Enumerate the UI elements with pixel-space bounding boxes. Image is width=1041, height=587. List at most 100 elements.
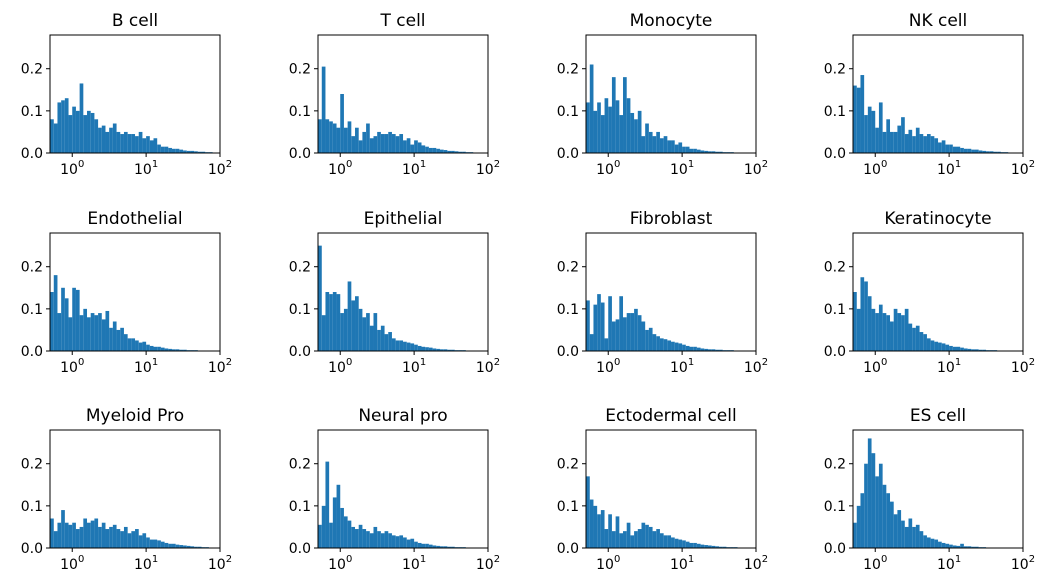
histogram-bar [960,543,964,548]
histogram-bar [626,98,631,153]
histogram-bar [652,334,657,351]
histogram-bar [421,346,426,351]
histogram-bar [960,347,964,351]
histogram-bar [715,349,720,351]
histogram-bar [875,127,879,153]
histogram-bar [421,543,426,548]
x-tick-label: 102 [744,159,768,178]
histogram-bar [351,300,356,351]
histogram-bar [659,138,664,153]
histogram-bar [611,77,616,153]
histogram-bar [432,545,437,548]
x-tick-exponent: 0 [614,357,620,368]
y-tick-label: 0.1 [289,302,311,318]
histogram-bar [325,461,330,548]
x-tick-exponent: 1 [152,159,158,170]
y-tick-label: 0.1 [824,499,846,515]
histogram-bar [700,348,705,351]
histogram-bar [589,334,594,351]
histogram-bar [351,526,356,548]
histogram-bar [593,505,598,548]
histogram-bar [175,544,180,548]
x-tick-label: 100 [60,554,84,573]
histogram-bar [358,140,363,153]
histogram-bar [340,94,344,153]
y-tick-label: 0.1 [21,104,43,120]
histogram-bar [941,343,946,351]
histogram-bar [949,544,953,548]
histogram-bar [901,315,905,351]
histogram-bar [135,529,139,548]
histogram-bar [974,349,979,351]
histogram-bar [926,134,931,153]
histogram-bar [127,338,132,351]
histogram-bar [87,522,91,548]
histogram-bar [403,341,407,351]
histogram-bar [362,529,367,548]
histogram-bar [930,136,935,153]
y-tick-label: 0.1 [824,104,846,120]
histogram-bar [50,119,54,153]
histogram-bar [915,127,920,153]
histogram-bar [934,341,939,351]
histogram-bar [637,315,642,351]
panel-title: Epithelial [364,209,443,229]
histogram-bar [875,476,879,548]
histogram-bar [197,546,202,548]
histogram-bar [101,522,106,548]
histogram-bar [871,453,876,548]
histogram-bar [436,348,440,351]
histogram-bar [678,539,683,548]
x-tick-exponent: 1 [152,357,158,368]
histogram-bar [652,136,657,153]
histogram-bar [923,136,927,153]
histogram-bar [652,531,657,548]
histogram-bar [131,338,136,351]
histogram-bar [637,110,642,153]
y-tick-label: 0.2 [824,457,846,473]
histogram-bar [425,347,429,351]
histogram-bar [978,150,983,153]
x-tick-exponent: 0 [614,159,620,170]
histogram-bar [332,123,337,153]
histogram-bar [157,540,161,548]
histogram-bar [893,514,898,548]
y-tick-label: 0.2 [21,260,43,276]
axes-frame [49,34,221,154]
histogram-bar [377,531,381,548]
histogram-bar [719,151,723,153]
histogram-bar [893,308,898,351]
histogram-bar [142,533,147,548]
histogram-bar [57,522,62,548]
histogram-bar [682,344,686,351]
histogram-bar [109,526,113,548]
y-tick-label: 0.0 [824,541,846,557]
y-tick-label: 0.2 [289,62,311,78]
histogram-bar [336,484,341,548]
histogram-bar [406,138,411,153]
histogram-bar [856,505,861,548]
histogram-bar [64,98,69,153]
histogram-bar [149,345,154,351]
histogram-bar [355,529,359,548]
x-tick-exponent: 0 [346,554,352,565]
histogram-bar [926,537,931,548]
histogram-bar [890,501,894,548]
histogram-bar [989,151,994,153]
histogram-bar [90,112,95,153]
histogram-bar [674,342,679,351]
histogram-bar [623,77,627,153]
histogram-bar [938,142,942,153]
histogram-bar [864,463,868,548]
y-tick-label: 0.1 [557,104,579,120]
y-tick-label: 0.1 [557,302,579,318]
y-tick-label: 0.0 [289,344,311,360]
histogram-bar [604,529,609,548]
x-tick-exponent: 2 [1029,554,1035,565]
x-tick-exponent: 1 [688,357,694,368]
histogram-bar [399,134,404,153]
histogram-bar [619,296,624,351]
